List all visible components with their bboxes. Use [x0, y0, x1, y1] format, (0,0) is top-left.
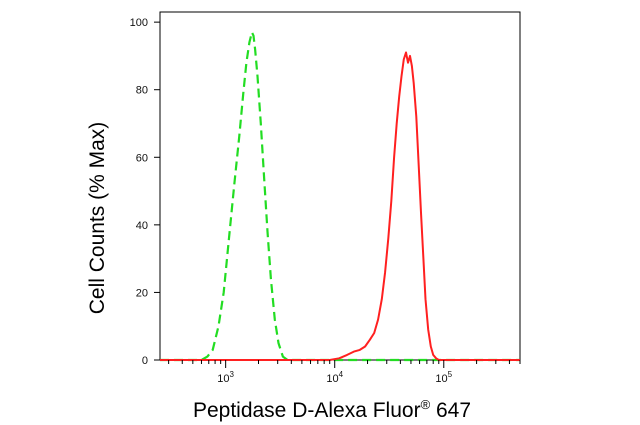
x-axis: 103 104 105: [168, 360, 521, 385]
x-tick-label-exponent: 3: [230, 370, 235, 379]
x-tick-label-exponent: 4: [339, 370, 344, 379]
series-line-1: [160, 31, 520, 362]
x-tick-label: 103: [217, 370, 234, 385]
x-axis-label-main: Peptidase D-Alexa Fluor: [193, 399, 421, 422]
plot-border: [159, 11, 521, 361]
x-axis-label: Peptidase D-Alexa Fluor® 647: [193, 397, 471, 422]
y-tick-label: 20: [136, 287, 148, 299]
y-tick-label: 100: [130, 17, 148, 29]
x-tick-label-base: 10: [217, 373, 229, 385]
y-tick-label: 0: [142, 355, 148, 367]
x-axis-label-suffix: 647: [430, 399, 471, 422]
x-tick-label: 104: [326, 370, 343, 385]
x-tick-label-base: 10: [326, 373, 338, 385]
y-tick-label: 60: [136, 152, 148, 164]
x-axis-label-superscript: ®: [421, 397, 431, 412]
plot-frame: [159, 11, 521, 361]
y-axis-label: Cell Counts (% Max): [86, 122, 109, 315]
x-tick-label: 105: [435, 370, 452, 385]
series-line-2: [160, 51, 520, 361]
y-tick-label: 40: [136, 220, 148, 232]
y-axis: 0 20 40 60 80 100: [130, 17, 160, 367]
series-layer: [160, 31, 520, 362]
y-tick-label: 80: [136, 85, 148, 97]
x-tick-label-base: 10: [435, 373, 447, 385]
x-tick-label-exponent: 5: [448, 370, 453, 379]
